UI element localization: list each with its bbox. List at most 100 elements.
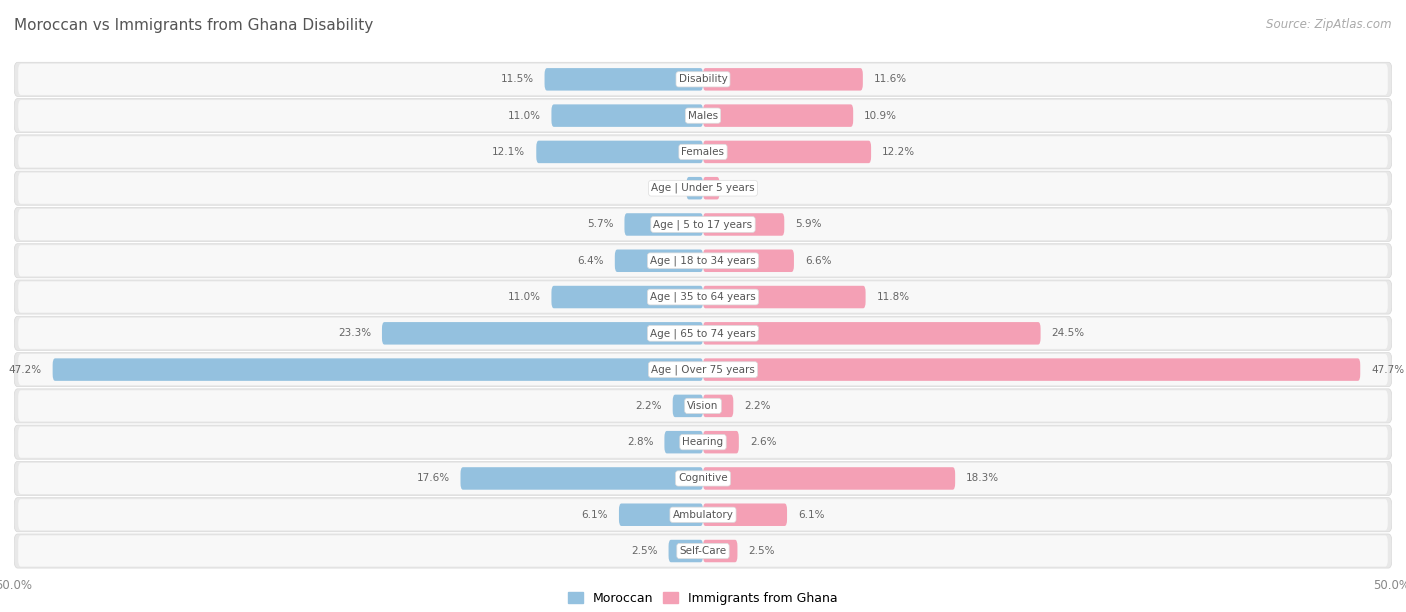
Text: 2.6%: 2.6% — [749, 437, 776, 447]
FancyBboxPatch shape — [703, 250, 794, 272]
Text: 2.5%: 2.5% — [631, 546, 658, 556]
Text: 11.0%: 11.0% — [508, 111, 540, 121]
FancyBboxPatch shape — [18, 390, 1388, 422]
FancyBboxPatch shape — [14, 244, 1392, 278]
FancyBboxPatch shape — [544, 68, 703, 91]
Text: 2.8%: 2.8% — [627, 437, 654, 447]
FancyBboxPatch shape — [703, 431, 738, 453]
Text: Moroccan vs Immigrants from Ghana Disability: Moroccan vs Immigrants from Ghana Disabi… — [14, 18, 374, 34]
FancyBboxPatch shape — [669, 540, 703, 562]
Legend: Moroccan, Immigrants from Ghana: Moroccan, Immigrants from Ghana — [564, 588, 842, 608]
FancyBboxPatch shape — [703, 286, 866, 308]
Text: Females: Females — [682, 147, 724, 157]
Text: Age | Over 75 years: Age | Over 75 years — [651, 364, 755, 375]
FancyBboxPatch shape — [703, 359, 1360, 381]
FancyBboxPatch shape — [18, 100, 1388, 131]
Text: 6.1%: 6.1% — [582, 510, 607, 520]
FancyBboxPatch shape — [672, 395, 703, 417]
FancyBboxPatch shape — [551, 105, 703, 127]
Text: Age | 35 to 64 years: Age | 35 to 64 years — [650, 292, 756, 302]
FancyBboxPatch shape — [686, 177, 703, 200]
FancyBboxPatch shape — [14, 135, 1392, 169]
Text: Self-Care: Self-Care — [679, 546, 727, 556]
FancyBboxPatch shape — [14, 171, 1392, 205]
FancyBboxPatch shape — [14, 389, 1392, 423]
Text: 47.7%: 47.7% — [1371, 365, 1405, 375]
FancyBboxPatch shape — [14, 280, 1392, 314]
FancyBboxPatch shape — [703, 177, 720, 200]
Text: Ambulatory: Ambulatory — [672, 510, 734, 520]
Text: 12.1%: 12.1% — [492, 147, 526, 157]
Text: 12.2%: 12.2% — [882, 147, 915, 157]
Text: 1.2%: 1.2% — [650, 183, 675, 193]
FancyBboxPatch shape — [18, 318, 1388, 349]
FancyBboxPatch shape — [18, 536, 1388, 567]
Text: 11.8%: 11.8% — [876, 292, 910, 302]
Text: 23.3%: 23.3% — [337, 328, 371, 338]
Text: 18.3%: 18.3% — [966, 474, 1000, 483]
FancyBboxPatch shape — [14, 316, 1392, 351]
Text: 17.6%: 17.6% — [416, 474, 450, 483]
Text: 1.2%: 1.2% — [731, 183, 756, 193]
FancyBboxPatch shape — [18, 245, 1388, 277]
FancyBboxPatch shape — [14, 461, 1392, 496]
Text: Cognitive: Cognitive — [678, 474, 728, 483]
FancyBboxPatch shape — [18, 354, 1388, 385]
Text: Males: Males — [688, 111, 718, 121]
FancyBboxPatch shape — [18, 64, 1388, 95]
Text: 2.2%: 2.2% — [744, 401, 770, 411]
Text: Source: ZipAtlas.com: Source: ZipAtlas.com — [1267, 18, 1392, 31]
Text: 6.6%: 6.6% — [806, 256, 831, 266]
FancyBboxPatch shape — [665, 431, 703, 453]
FancyBboxPatch shape — [461, 467, 703, 490]
Text: 6.4%: 6.4% — [578, 256, 603, 266]
Text: 5.9%: 5.9% — [796, 220, 823, 230]
Text: 11.5%: 11.5% — [501, 74, 533, 84]
Text: Vision: Vision — [688, 401, 718, 411]
FancyBboxPatch shape — [52, 359, 703, 381]
FancyBboxPatch shape — [14, 207, 1392, 242]
Text: 6.1%: 6.1% — [799, 510, 824, 520]
FancyBboxPatch shape — [703, 395, 734, 417]
FancyBboxPatch shape — [14, 99, 1392, 133]
FancyBboxPatch shape — [551, 286, 703, 308]
Text: 10.9%: 10.9% — [865, 111, 897, 121]
FancyBboxPatch shape — [18, 209, 1388, 240]
FancyBboxPatch shape — [703, 467, 955, 490]
Text: Hearing: Hearing — [682, 437, 724, 447]
FancyBboxPatch shape — [14, 62, 1392, 97]
FancyBboxPatch shape — [14, 498, 1392, 532]
Text: Disability: Disability — [679, 74, 727, 84]
FancyBboxPatch shape — [18, 499, 1388, 531]
FancyBboxPatch shape — [536, 141, 703, 163]
FancyBboxPatch shape — [703, 141, 872, 163]
FancyBboxPatch shape — [703, 322, 1040, 345]
Text: Age | 65 to 74 years: Age | 65 to 74 years — [650, 328, 756, 338]
FancyBboxPatch shape — [624, 213, 703, 236]
Text: 11.0%: 11.0% — [508, 292, 540, 302]
Text: Age | 18 to 34 years: Age | 18 to 34 years — [650, 255, 756, 266]
FancyBboxPatch shape — [382, 322, 703, 345]
FancyBboxPatch shape — [703, 105, 853, 127]
Text: 24.5%: 24.5% — [1052, 328, 1084, 338]
FancyBboxPatch shape — [703, 213, 785, 236]
FancyBboxPatch shape — [18, 282, 1388, 313]
FancyBboxPatch shape — [703, 540, 738, 562]
FancyBboxPatch shape — [14, 534, 1392, 568]
FancyBboxPatch shape — [614, 250, 703, 272]
FancyBboxPatch shape — [14, 353, 1392, 387]
Text: 47.2%: 47.2% — [8, 365, 42, 375]
FancyBboxPatch shape — [18, 136, 1388, 168]
Text: Age | Under 5 years: Age | Under 5 years — [651, 183, 755, 193]
Text: Age | 5 to 17 years: Age | 5 to 17 years — [654, 219, 752, 230]
FancyBboxPatch shape — [18, 427, 1388, 458]
Text: 11.6%: 11.6% — [875, 74, 907, 84]
Text: 5.7%: 5.7% — [586, 220, 613, 230]
Text: 2.2%: 2.2% — [636, 401, 662, 411]
FancyBboxPatch shape — [703, 504, 787, 526]
FancyBboxPatch shape — [619, 504, 703, 526]
FancyBboxPatch shape — [703, 68, 863, 91]
FancyBboxPatch shape — [18, 463, 1388, 494]
FancyBboxPatch shape — [14, 425, 1392, 459]
FancyBboxPatch shape — [18, 173, 1388, 204]
